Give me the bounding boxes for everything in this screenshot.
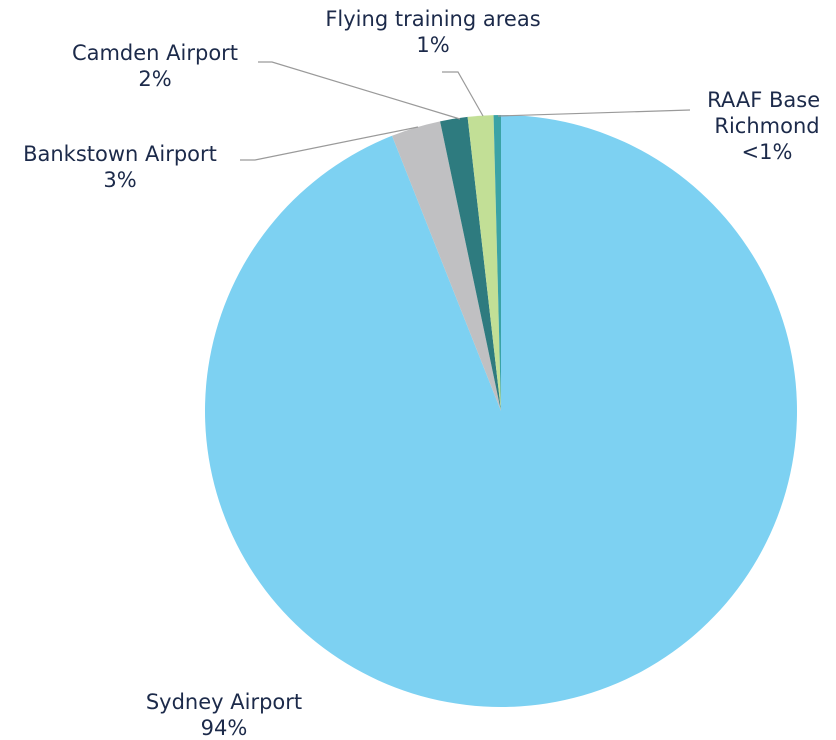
label-raaf-base-richmond: RAAF Base Richmond xyxy=(707,88,827,138)
leader-line-flying-training xyxy=(442,71,484,117)
value-flying-training-areas: 1% xyxy=(416,33,449,57)
label-sydney-airport: Sydney Airport xyxy=(146,690,302,714)
value-camden-airport: 2% xyxy=(138,67,171,91)
label-flying-training-areas: Flying training areas xyxy=(325,7,540,31)
label-bankstown-airport: Bankstown Airport xyxy=(23,142,217,166)
slice-raaf-base-richmond xyxy=(493,115,501,411)
slice-flying-training-areas xyxy=(467,115,501,412)
pie-slices xyxy=(204,115,797,708)
slice-bankstown-airport xyxy=(392,121,501,411)
slice-camden-airport xyxy=(440,116,501,411)
value-sydney-airport: 94% xyxy=(201,716,248,740)
slice-sydney-airport xyxy=(204,115,797,708)
value-raaf-base-richmond: <1% xyxy=(742,140,793,164)
leader-line-camden xyxy=(258,61,461,120)
label-camden-airport: Camden Airport xyxy=(72,41,238,65)
label-raaf-base-richmond-line1: RAAF Base xyxy=(707,88,820,112)
leader-line-raaf-richmond xyxy=(497,109,691,117)
value-bankstown-airport: 3% xyxy=(103,168,136,192)
leader-line-bankstown xyxy=(240,126,419,161)
label-raaf-base-richmond-line2: Richmond xyxy=(714,114,819,138)
